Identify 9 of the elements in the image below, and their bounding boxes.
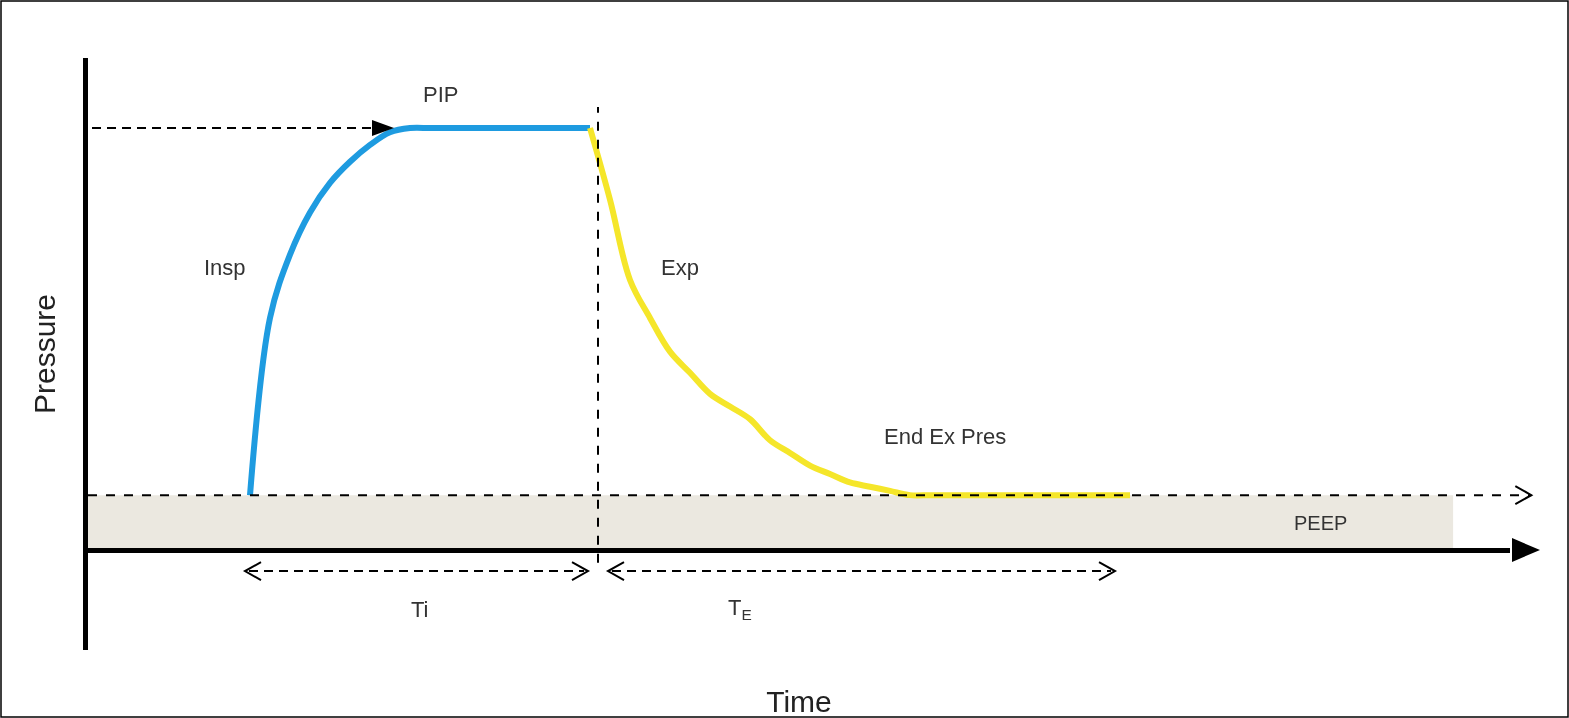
band-label: PEEP (1294, 512, 1348, 534)
text: T$_{E}$ (728, 595, 752, 623)
annotation: Exp (661, 255, 699, 280)
annotation: End Ex Pres (884, 424, 1007, 449)
x-axis-title: Time (766, 685, 832, 718)
y-axis-title: Pressure (28, 293, 61, 415)
annotation: Insp (204, 255, 246, 280)
text: Ti (411, 597, 429, 622)
text: PIP (423, 82, 459, 107)
